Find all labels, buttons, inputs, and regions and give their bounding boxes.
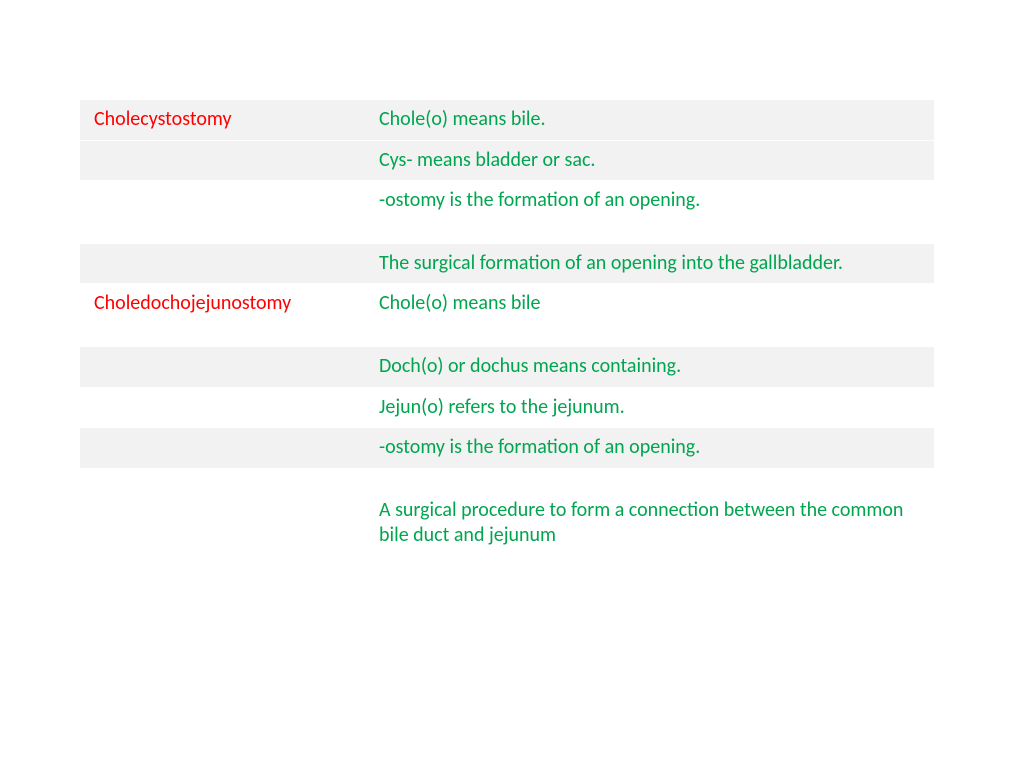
- term-cell: [80, 490, 365, 556]
- definition-cell: A surgical procedure to form a connectio…: [365, 490, 934, 556]
- table-row: A surgical procedure to form a connectio…: [80, 490, 934, 556]
- definition-cell: Cys- means bladder or sac.: [365, 140, 934, 181]
- term-cell: [80, 140, 365, 181]
- table-row: -ostomy is the formation of an opening.: [80, 181, 934, 222]
- term-cell: [80, 387, 365, 428]
- term-cell: Choledochojejunostomy: [80, 284, 365, 325]
- definition-cell: -ostomy is the formation of an opening.: [365, 428, 934, 469]
- term-cell: [80, 243, 365, 284]
- term-cell: [80, 181, 365, 222]
- table-row: -ostomy is the formation of an opening.: [80, 428, 934, 469]
- definition-cell: Chole(o) means bile: [365, 284, 934, 325]
- table-gap: [80, 221, 934, 243]
- definition-cell: Jejun(o) refers to the jejunum.: [365, 387, 934, 428]
- term-cell: [80, 428, 365, 469]
- table-row: Jejun(o) refers to the jejunum.: [80, 387, 934, 428]
- definition-cell: Doch(o) or dochus means containing.: [365, 346, 934, 387]
- table-row: Cys- means bladder or sac.: [80, 140, 934, 181]
- term-cell: [80, 346, 365, 387]
- definition-cell: -ostomy is the formation of an opening.: [365, 181, 934, 222]
- table-gap: [80, 468, 934, 490]
- term-cell: Cholecystostomy: [80, 100, 365, 140]
- table-gap: [80, 324, 934, 346]
- definition-cell: Chole(o) means bile.: [365, 100, 934, 140]
- table-row: The surgical formation of an opening int…: [80, 243, 934, 284]
- definition-cell: The surgical formation of an opening int…: [365, 243, 934, 284]
- table-row: Choledochojejunostomy Chole(o) means bil…: [80, 284, 934, 325]
- table-row: Cholecystostomy Chole(o) means bile.: [80, 100, 934, 140]
- table-row: Doch(o) or dochus means containing.: [80, 346, 934, 387]
- terminology-table: Cholecystostomy Chole(o) means bile. Cys…: [80, 100, 934, 557]
